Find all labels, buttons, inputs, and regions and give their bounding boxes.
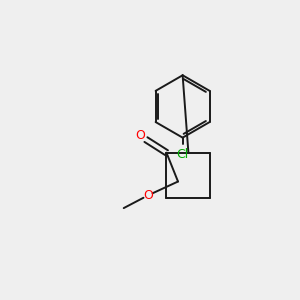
Text: O: O xyxy=(135,129,145,142)
Text: O: O xyxy=(143,189,153,202)
Text: Cl: Cl xyxy=(176,148,189,161)
